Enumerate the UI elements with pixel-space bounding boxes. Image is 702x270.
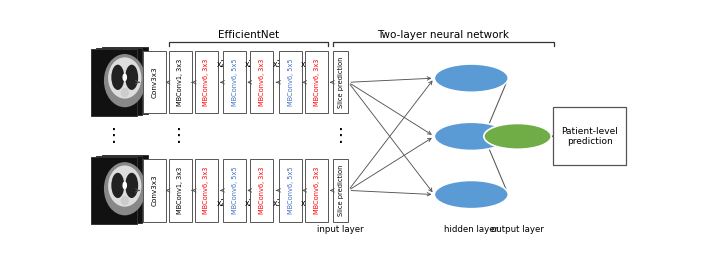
FancyBboxPatch shape bbox=[333, 159, 348, 222]
Ellipse shape bbox=[125, 173, 138, 198]
Text: x2: x2 bbox=[217, 199, 226, 208]
FancyBboxPatch shape bbox=[102, 156, 148, 222]
Ellipse shape bbox=[125, 65, 138, 90]
Text: MBConv6, 3x3: MBConv6, 3x3 bbox=[204, 59, 209, 106]
Ellipse shape bbox=[108, 166, 141, 207]
FancyBboxPatch shape bbox=[279, 51, 302, 113]
FancyBboxPatch shape bbox=[553, 107, 626, 166]
Text: Two-layer neural network: Two-layer neural network bbox=[378, 30, 510, 40]
Text: Slice prediction: Slice prediction bbox=[338, 165, 344, 216]
Text: MBConv6, 3x3: MBConv6, 3x3 bbox=[314, 59, 320, 106]
FancyBboxPatch shape bbox=[96, 156, 143, 223]
FancyBboxPatch shape bbox=[251, 51, 273, 113]
Ellipse shape bbox=[112, 65, 124, 90]
Text: MBConv6, 3x3: MBConv6, 3x3 bbox=[259, 59, 265, 106]
FancyBboxPatch shape bbox=[195, 51, 218, 113]
Text: x7: x7 bbox=[301, 60, 310, 69]
Text: x7: x7 bbox=[301, 199, 310, 208]
Text: EfficientNet: EfficientNet bbox=[218, 30, 279, 40]
Ellipse shape bbox=[122, 181, 127, 190]
Text: output layer: output layer bbox=[491, 225, 544, 234]
FancyBboxPatch shape bbox=[223, 159, 246, 222]
Text: ⋮: ⋮ bbox=[170, 127, 188, 145]
Text: x3: x3 bbox=[272, 199, 282, 208]
FancyBboxPatch shape bbox=[251, 159, 273, 222]
Text: MBConv1, 3x3: MBConv1, 3x3 bbox=[177, 167, 183, 214]
Ellipse shape bbox=[122, 73, 127, 81]
Text: x2: x2 bbox=[245, 60, 255, 69]
Text: Slice prediction: Slice prediction bbox=[338, 57, 344, 108]
Ellipse shape bbox=[104, 162, 145, 215]
Ellipse shape bbox=[108, 57, 141, 99]
Text: Conv3x3: Conv3x3 bbox=[152, 66, 158, 98]
Text: MBConv6, 3x3: MBConv6, 3x3 bbox=[259, 167, 265, 214]
Text: Patient-level
prediction: Patient-level prediction bbox=[561, 127, 618, 146]
Text: MBConv1, 3x3: MBConv1, 3x3 bbox=[177, 59, 183, 106]
FancyBboxPatch shape bbox=[305, 159, 329, 222]
Text: MBConv6, 5x5: MBConv6, 5x5 bbox=[232, 167, 238, 214]
Text: MBConv6, 3x3: MBConv6, 3x3 bbox=[314, 167, 320, 214]
Text: hidden layer: hidden layer bbox=[444, 225, 498, 234]
FancyBboxPatch shape bbox=[102, 47, 148, 114]
Text: Conv3x3: Conv3x3 bbox=[152, 175, 158, 206]
Circle shape bbox=[484, 123, 551, 149]
FancyBboxPatch shape bbox=[91, 49, 137, 116]
FancyBboxPatch shape bbox=[143, 159, 166, 222]
FancyBboxPatch shape bbox=[195, 159, 218, 222]
FancyBboxPatch shape bbox=[305, 51, 329, 113]
Ellipse shape bbox=[104, 54, 145, 107]
Text: MBConv6, 5x5: MBConv6, 5x5 bbox=[288, 167, 293, 214]
Text: input layer: input layer bbox=[317, 225, 364, 234]
Text: ⋮: ⋮ bbox=[332, 127, 350, 145]
FancyBboxPatch shape bbox=[91, 157, 137, 224]
Ellipse shape bbox=[112, 173, 124, 198]
Text: ⋮: ⋮ bbox=[105, 127, 123, 145]
Circle shape bbox=[435, 122, 508, 150]
FancyBboxPatch shape bbox=[223, 51, 246, 113]
FancyBboxPatch shape bbox=[96, 48, 143, 115]
Text: MBConv6, 5x5: MBConv6, 5x5 bbox=[288, 59, 293, 106]
Circle shape bbox=[435, 64, 508, 92]
Text: x3: x3 bbox=[272, 60, 282, 69]
Text: MBConv6, 3x3: MBConv6, 3x3 bbox=[204, 167, 209, 214]
Ellipse shape bbox=[121, 88, 129, 97]
Circle shape bbox=[435, 180, 508, 209]
Text: x2: x2 bbox=[245, 199, 255, 208]
FancyBboxPatch shape bbox=[168, 159, 192, 222]
FancyBboxPatch shape bbox=[143, 51, 166, 113]
FancyBboxPatch shape bbox=[279, 159, 302, 222]
Text: x2: x2 bbox=[217, 60, 226, 69]
Ellipse shape bbox=[121, 196, 129, 205]
Text: MBConv6, 5x5: MBConv6, 5x5 bbox=[232, 59, 238, 106]
FancyBboxPatch shape bbox=[168, 51, 192, 113]
FancyBboxPatch shape bbox=[333, 51, 348, 113]
